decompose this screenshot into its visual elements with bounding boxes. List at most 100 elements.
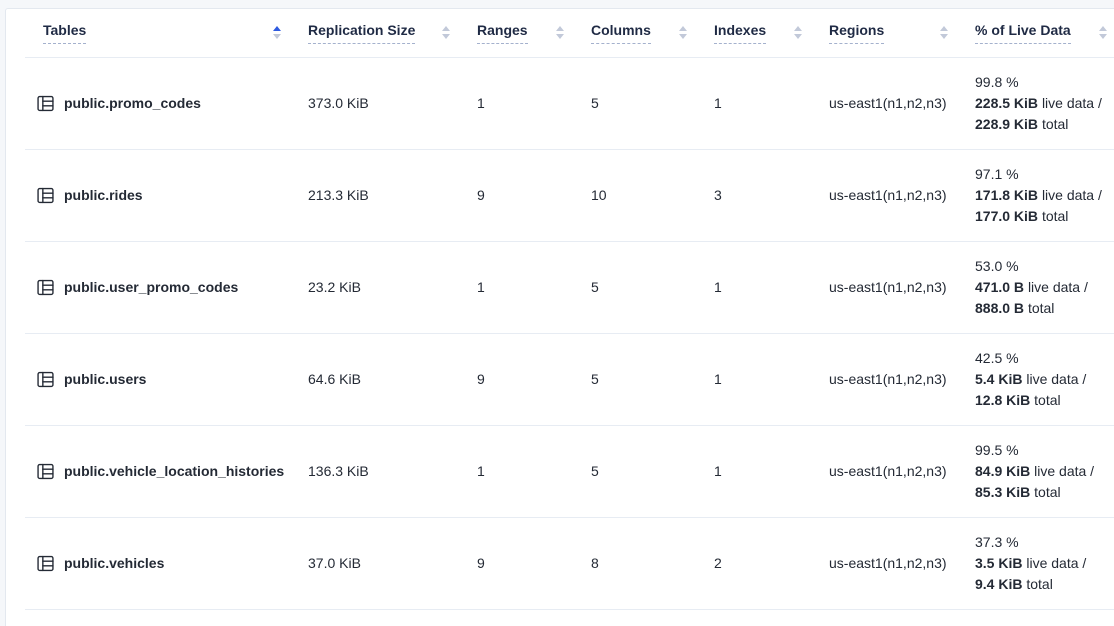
table-grid-icon xyxy=(37,555,54,572)
sort-desc-icon xyxy=(556,34,564,40)
cell-ranges: 1 xyxy=(477,95,485,111)
cell-indexes: 2 xyxy=(714,555,722,571)
table-row: public.user_promo_codes 23.2 KiB 1 5 1 u… xyxy=(25,241,1114,333)
sort-desc-icon xyxy=(794,34,802,40)
live-data-percent: 53.0 % xyxy=(975,257,1019,274)
cell-ranges: 1 xyxy=(477,463,485,479)
sort-icon-tables[interactable] xyxy=(273,26,281,40)
column-label-columns: Columns xyxy=(591,22,651,44)
live-data-size: 471.0 B live data / xyxy=(975,278,1088,295)
live-data-size: 3.5 KiB live data / xyxy=(975,554,1087,571)
column-label-indexes: Indexes xyxy=(714,22,767,44)
total-data-size: 85.3 KiB total xyxy=(975,483,1061,500)
live-data-percent: 97.1 % xyxy=(975,165,1019,182)
table-grid-icon xyxy=(37,187,54,204)
cell-replication-size: 136.3 KiB xyxy=(308,463,369,479)
sort-icon-ranges[interactable] xyxy=(556,26,564,40)
column-label-replication-size: Replication Size xyxy=(308,22,416,44)
table-row: public.vehicle_location_histories 136.3 … xyxy=(25,425,1114,517)
column-label-pct-live-data: % of Live Data xyxy=(975,22,1071,44)
cell-columns: 10 xyxy=(591,187,607,203)
sort-icon-columns[interactable] xyxy=(679,26,687,40)
sort-icon-replication-size[interactable] xyxy=(442,26,450,40)
cell-indexes: 1 xyxy=(714,463,722,479)
sort-asc-icon xyxy=(556,26,564,32)
regions-value: us-east1(n1,n2,n3) xyxy=(829,187,947,203)
cell-ranges: 9 xyxy=(477,371,485,387)
cell-columns: 8 xyxy=(591,555,599,571)
sort-desc-icon xyxy=(273,34,281,40)
table-row: public.rides 213.3 KiB 9 10 3 us-east1(n… xyxy=(25,149,1114,241)
regions-value: us-east1(n1,n2,n3) xyxy=(829,279,947,295)
cell-columns: 5 xyxy=(591,463,599,479)
header-row: Tables Replication Size Ranges xyxy=(25,9,1114,57)
live-data-size: 171.8 KiB live data / xyxy=(975,186,1102,203)
sort-asc-icon xyxy=(940,26,948,32)
cell-pct-live-data: 99.5 % 84.9 KiB live data / 85.3 KiB tot… xyxy=(975,425,1114,517)
sort-asc-icon xyxy=(794,26,802,32)
column-label-regions: Regions xyxy=(829,22,885,44)
cell-indexes: 1 xyxy=(714,279,722,295)
table-header: Tables Replication Size Ranges xyxy=(25,9,1114,57)
table-name-link[interactable]: public.rides xyxy=(64,187,143,203)
total-data-size: 12.8 KiB total xyxy=(975,391,1061,408)
cell-replication-size: 64.6 KiB xyxy=(308,371,361,387)
column-header-tables[interactable]: Tables xyxy=(25,9,308,57)
live-data-size: 228.5 KiB live data / xyxy=(975,94,1102,111)
column-header-pct-live-data[interactable]: % of Live Data xyxy=(975,9,1114,57)
live-data-percent: 42.5 % xyxy=(975,349,1019,366)
table-name-link[interactable]: public.vehicles xyxy=(64,555,165,571)
cell-replication-size: 37.0 KiB xyxy=(308,555,361,571)
cell-regions: us-east1(n1,n2,n3) xyxy=(829,57,975,149)
live-data-size: 84.9 KiB live data / xyxy=(975,462,1095,479)
cell-replication-size: 23.2 KiB xyxy=(308,279,361,295)
cell-regions: us-east1(n1,n2,n3) xyxy=(829,425,975,517)
table-grid-icon xyxy=(37,95,54,112)
cell-pct-live-data: 53.0 % 471.0 B live data / 888.0 B total xyxy=(975,241,1114,333)
regions-value: us-east1(n1,n2,n3) xyxy=(829,555,947,571)
table-grid-icon xyxy=(37,279,54,296)
column-header-columns[interactable]: Columns xyxy=(591,9,714,57)
sort-asc-icon xyxy=(442,26,450,32)
table-name-link[interactable]: public.user_promo_codes xyxy=(64,279,239,295)
cell-ranges: 1 xyxy=(477,279,485,295)
cell-indexes: 1 xyxy=(714,371,722,387)
column-label-tables: Tables xyxy=(43,22,87,44)
sort-asc-icon xyxy=(273,26,281,32)
cell-regions: us-east1(n1,n2,n3) xyxy=(829,333,975,425)
sort-icon-regions[interactable] xyxy=(940,26,948,40)
sort-desc-icon xyxy=(679,34,687,40)
table-row: public.vehicles 37.0 KiB 9 8 2 us-east1(… xyxy=(25,517,1114,609)
sort-desc-icon xyxy=(442,34,450,40)
sort-asc-icon xyxy=(679,26,687,32)
cell-columns: 5 xyxy=(591,371,599,387)
live-data-percent: 37.3 % xyxy=(975,533,1019,550)
cell-regions: us-east1(n1,n2,n3) xyxy=(829,149,975,241)
table-name-link[interactable]: public.vehicle_location_histories xyxy=(64,463,285,479)
cell-pct-live-data: 37.3 % 3.5 KiB live data / 9.4 KiB total xyxy=(975,517,1114,609)
tables-grid: Tables Replication Size Ranges xyxy=(25,9,1114,610)
regions-value: us-east1(n1,n2,n3) xyxy=(829,463,947,479)
cell-columns: 5 xyxy=(591,279,599,295)
cell-regions: us-east1(n1,n2,n3) xyxy=(829,517,975,609)
cell-indexes: 1 xyxy=(714,95,722,111)
cell-indexes: 3 xyxy=(714,187,722,203)
table-name-link[interactable]: public.users xyxy=(64,371,147,387)
sort-icon-indexes[interactable] xyxy=(794,26,802,40)
cell-regions: us-east1(n1,n2,n3) xyxy=(829,241,975,333)
cell-columns: 5 xyxy=(591,95,599,111)
cell-table-name: public.vehicle_location_histories xyxy=(25,425,308,517)
sort-icon-pct-live-data[interactable] xyxy=(1099,26,1107,40)
cell-replication-size: 373.0 KiB xyxy=(308,95,369,111)
cell-pct-live-data: 99.8 % 228.5 KiB live data / 228.9 KiB t… xyxy=(975,57,1114,149)
column-header-ranges[interactable]: Ranges xyxy=(477,9,591,57)
table-name-link[interactable]: public.promo_codes xyxy=(64,95,201,111)
cell-table-name: public.promo_codes xyxy=(25,57,308,149)
column-header-indexes[interactable]: Indexes xyxy=(714,9,829,57)
cell-table-name: public.user_promo_codes xyxy=(25,241,308,333)
column-header-replication-size[interactable]: Replication Size xyxy=(308,9,477,57)
total-data-size: 228.9 KiB total xyxy=(975,115,1069,132)
cell-pct-live-data: 97.1 % 171.8 KiB live data / 177.0 KiB t… xyxy=(975,149,1114,241)
tables-card: Tables Replication Size Ranges xyxy=(5,8,1114,626)
column-header-regions[interactable]: Regions xyxy=(829,9,975,57)
